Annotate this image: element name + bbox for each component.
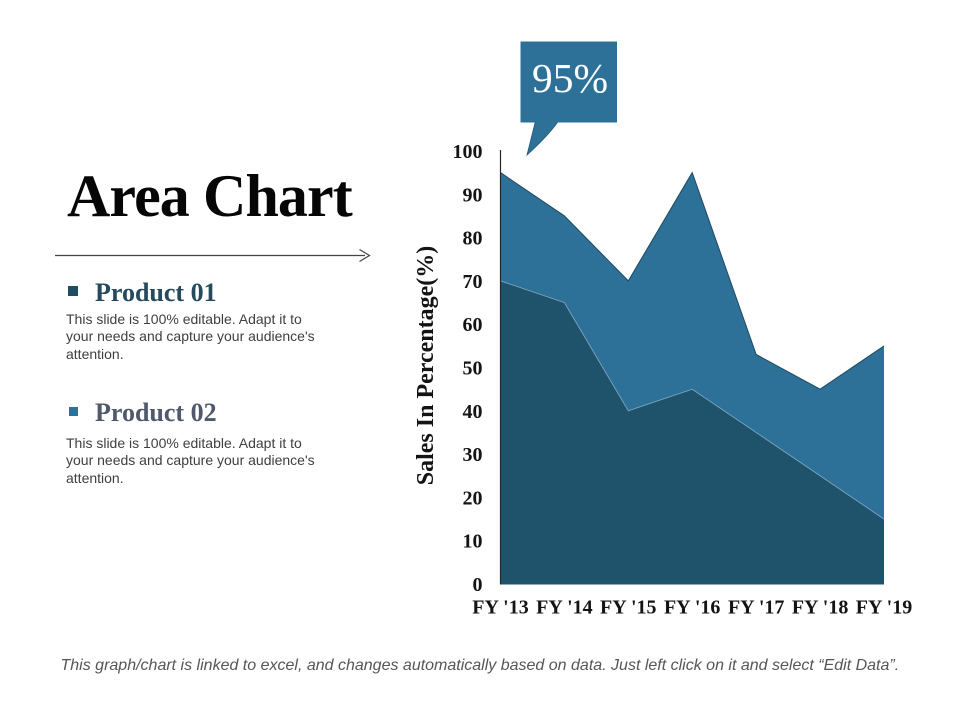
- svg-text:100: 100: [453, 141, 483, 163]
- svg-text:70: 70: [463, 271, 483, 293]
- svg-text:30: 30: [463, 444, 483, 466]
- svg-text:FY '17: FY '17: [728, 597, 784, 619]
- svg-text:20: 20: [463, 487, 483, 509]
- svg-text:FY '16: FY '16: [664, 597, 720, 619]
- svg-text:90: 90: [463, 184, 483, 206]
- svg-text:FY '15: FY '15: [600, 597, 656, 619]
- svg-text:50: 50: [463, 358, 483, 380]
- svg-text:FY '19: FY '19: [856, 597, 912, 619]
- svg-text:60: 60: [463, 314, 483, 336]
- svg-text:FY '14: FY '14: [536, 597, 592, 619]
- svg-text:80: 80: [463, 228, 483, 250]
- svg-text:40: 40: [463, 401, 483, 423]
- svg-text:Sales In Percentage(%): Sales In Percentage(%): [413, 246, 439, 486]
- svg-text:0: 0: [473, 574, 483, 596]
- svg-text:FY '13: FY '13: [472, 597, 528, 619]
- svg-text:10: 10: [463, 531, 483, 553]
- svg-text:FY '18: FY '18: [792, 597, 848, 619]
- svg-text:95%: 95%: [532, 55, 608, 101]
